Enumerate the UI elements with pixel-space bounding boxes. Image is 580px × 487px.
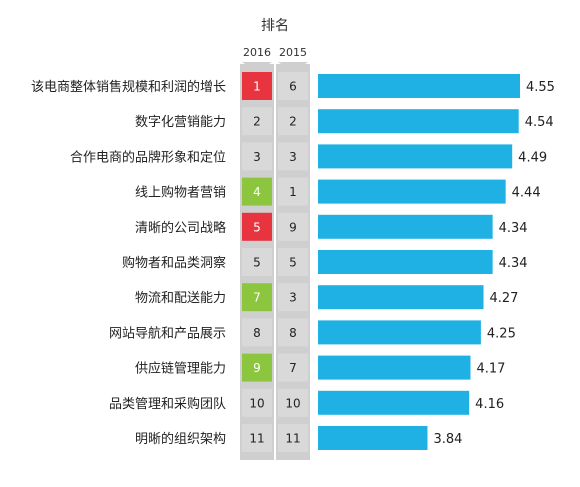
value-label: 4.55 bbox=[526, 80, 555, 95]
value-label: 4.54 bbox=[525, 115, 554, 130]
value-label: 4.25 bbox=[487, 326, 516, 341]
value-bar bbox=[318, 390, 470, 415]
rank-2016-box bbox=[242, 353, 272, 382]
chart-row: 明晰的组织架构 11 11 3.84 bbox=[135, 424, 462, 452]
rank-2015-box bbox=[278, 283, 308, 312]
value-label: 4.34 bbox=[499, 256, 528, 271]
value-label: 4.27 bbox=[490, 291, 519, 306]
value-bar bbox=[318, 320, 481, 345]
chart-row: 清晰的公司战略 5 9 4.34 bbox=[135, 212, 528, 241]
rank-2016-box bbox=[242, 248, 272, 276]
rank-2015-box bbox=[278, 424, 308, 452]
value-bar bbox=[318, 179, 506, 204]
rank-2016-value: 10 bbox=[249, 396, 264, 410]
category-label: 数字化营销能力 bbox=[135, 115, 226, 130]
header: 排名 2016 2015 bbox=[243, 18, 307, 59]
category-label: 合作电商的品牌形象和定位 bbox=[70, 149, 226, 165]
column-2016-notch bbox=[242, 62, 272, 72]
value-label: 4.49 bbox=[518, 150, 547, 165]
year-label-2015: 2015 bbox=[279, 46, 307, 59]
value-bar bbox=[318, 144, 513, 169]
chart-row: 物流和配送能力 7 3 4.27 bbox=[135, 283, 519, 312]
column-2015-notch bbox=[278, 62, 308, 72]
rows: 该电商整体销售规模和利润的增长 1 6 4.55 数字化营销能力 2 2 4.54 合作电商的品… bbox=[31, 72, 555, 452]
chart-row: 购物者和品类洞察 5 5 4.34 bbox=[122, 248, 528, 276]
chart-row: 合作电商的品牌形象和定位 3 3 4.49 bbox=[70, 142, 547, 171]
rank-2016-box bbox=[242, 388, 272, 417]
rank-2015-value: 11 bbox=[285, 432, 300, 446]
category-label: 线上购物者营销 bbox=[135, 185, 226, 201]
value-bar bbox=[318, 355, 471, 380]
rank-2015-value: 6 bbox=[289, 80, 297, 94]
rank-2016-value: 3 bbox=[253, 150, 261, 164]
value-bar bbox=[318, 74, 520, 98]
value-bar bbox=[318, 109, 519, 134]
rank-2015-box bbox=[278, 388, 308, 417]
rank-2016-box bbox=[242, 424, 272, 452]
category-label: 该电商整体销售规模和利润的增长 bbox=[31, 79, 226, 95]
rank-2016-box bbox=[242, 72, 272, 100]
rank-2015-box bbox=[278, 177, 308, 206]
rank-2015-value: 3 bbox=[289, 291, 297, 305]
value-label: 4.44 bbox=[512, 186, 541, 201]
rank-2016-value: 4 bbox=[253, 185, 261, 199]
category-label: 供应链管理能力 bbox=[135, 361, 226, 377]
rank-2016-value: 5 bbox=[253, 256, 261, 270]
rank-2015-box bbox=[278, 72, 308, 100]
value-bar bbox=[318, 250, 493, 274]
rank-2015-value: 7 bbox=[289, 361, 297, 375]
rank-2015-box bbox=[278, 107, 308, 136]
rank-2016-box bbox=[242, 177, 272, 206]
category-label: 明晰的组织架构 bbox=[135, 431, 226, 447]
rank-2015-box bbox=[278, 353, 308, 382]
value-bar bbox=[318, 285, 484, 310]
chart-row: 供应链管理能力 9 7 4.17 bbox=[135, 353, 505, 382]
chart-row: 品类管理和采购团队 10 10 4.16 bbox=[109, 388, 504, 417]
rank-2015-box bbox=[278, 248, 308, 276]
value-bar bbox=[318, 426, 428, 450]
value-label: 4.34 bbox=[499, 221, 528, 236]
value-label: 4.16 bbox=[475, 397, 504, 412]
rank-2016-value: 7 bbox=[253, 291, 261, 305]
rank-2015-value: 9 bbox=[289, 220, 297, 234]
rank-2016-box bbox=[242, 142, 272, 171]
rank-2015-box bbox=[278, 142, 308, 171]
category-label: 物流和配送能力 bbox=[135, 291, 226, 306]
rank-2016-box bbox=[242, 212, 272, 241]
chart-row: 该电商整体销售规模和利润的增长 1 6 4.55 bbox=[31, 72, 555, 100]
rank-2016-box bbox=[242, 318, 272, 347]
chart-row: 网站导航和产品展示 8 8 4.25 bbox=[109, 318, 516, 347]
value-bar bbox=[318, 214, 493, 239]
rank-2016-value: 8 bbox=[253, 326, 261, 340]
rank-2015-value: 5 bbox=[289, 256, 297, 270]
rank-2016-value: 1 bbox=[253, 80, 261, 94]
chart-row: 线上购物者营销 4 1 4.44 bbox=[135, 177, 541, 206]
category-label: 网站导航和产品展示 bbox=[109, 325, 226, 341]
category-label: 品类管理和采购团队 bbox=[109, 396, 226, 412]
year-label-2016: 2016 bbox=[243, 46, 271, 59]
rank-2015-value: 8 bbox=[289, 326, 297, 340]
rank-2015-value: 3 bbox=[289, 150, 297, 164]
rank-2016-box bbox=[242, 107, 272, 136]
rank-2015-value: 1 bbox=[289, 185, 297, 199]
rank-2016-value: 2 bbox=[253, 115, 261, 129]
rank-2015-value: 2 bbox=[289, 115, 297, 129]
rank-2016-value: 11 bbox=[249, 432, 264, 446]
rank-2015-box bbox=[278, 318, 308, 347]
rank-2016-value: 9 bbox=[253, 361, 261, 375]
rank-2016-value: 5 bbox=[253, 220, 261, 234]
value-label: 3.84 bbox=[433, 432, 462, 447]
rank-2016-box bbox=[242, 283, 272, 312]
chart-row: 数字化营销能力 2 2 4.54 bbox=[135, 107, 554, 136]
category-label: 购物者和品类洞察 bbox=[122, 255, 226, 271]
rank-2015-value: 10 bbox=[285, 396, 300, 410]
category-label: 清晰的公司战略 bbox=[135, 220, 226, 236]
rank-2015-box bbox=[278, 212, 308, 241]
value-label: 4.17 bbox=[476, 362, 505, 377]
rank-header: 排名 bbox=[261, 18, 289, 34]
